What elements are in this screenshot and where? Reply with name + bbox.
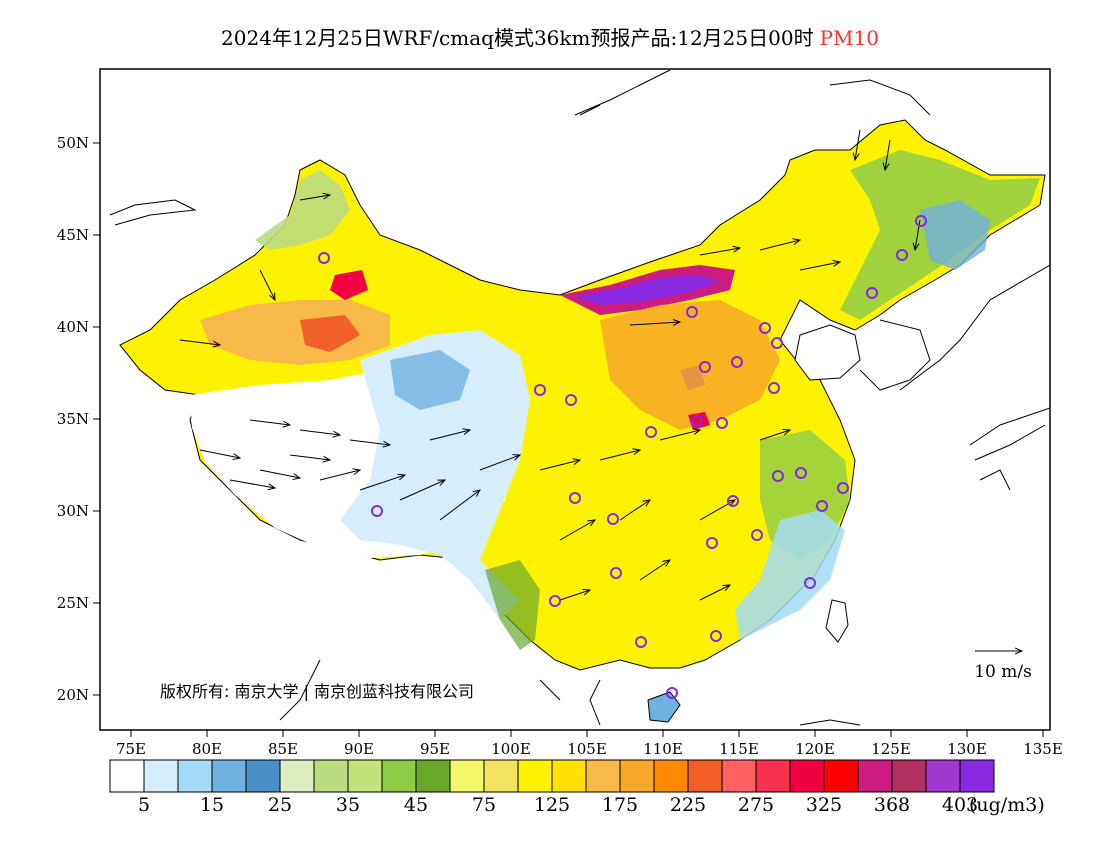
copyright-text: 版权所有: 南京大学 | 南京创蓝科技有限公司: [160, 682, 474, 701]
colorbar-swatch: [347, 759, 383, 793]
lon-tick-label: 125E: [871, 740, 911, 758]
lat-tick-label: 30N: [57, 502, 89, 520]
lon-tick-label: 75E: [116, 740, 146, 758]
tick-marks: [93, 142, 1044, 737]
colorbar-tick-label: 25: [268, 794, 292, 816]
colorbar-swatch: [279, 759, 315, 793]
lat-tick-label: 40N: [57, 318, 89, 336]
colorbar-swatch: [891, 759, 927, 793]
north-xinjiang-green: [255, 170, 350, 250]
wind-reference: 10 m/s: [974, 651, 1032, 682]
map-frame: [99, 68, 1051, 731]
lon-tick-label: 130E: [947, 740, 987, 758]
southwest-green: [485, 560, 540, 650]
colorbar-swatch: [415, 759, 451, 793]
lon-tick-label: 135E: [1023, 740, 1063, 758]
lat-tick-label: 25N: [57, 594, 89, 612]
lon-tick-label: 105E: [567, 740, 607, 758]
colorbar-swatch: [517, 759, 553, 793]
lat-tick-label: 35N: [57, 410, 89, 428]
colorbar: [109, 759, 995, 793]
colorbar-swatch: [381, 759, 417, 793]
colorbar-swatch: [721, 759, 757, 793]
lat-tick-label: 50N: [57, 134, 89, 152]
colorbar-swatch: [211, 759, 247, 793]
southeast-blue: [735, 510, 845, 640]
colorbar-tick-label: 225: [670, 794, 706, 816]
lat-tick-label: 45N: [57, 226, 89, 244]
lon-tick-label: 100E: [491, 740, 531, 758]
north-china-purple-core: [575, 275, 720, 305]
colorbar-unit: (ug/m3): [969, 794, 1045, 816]
latitude-labels: 50N 45N 40N 35N 30N 25N 20N: [57, 134, 89, 704]
plateau-light-blue: [340, 330, 530, 620]
colorbar-swatch: [653, 759, 689, 793]
colorbar-tick-label: 368: [874, 794, 910, 816]
colorbar-tick-label: 45: [404, 794, 428, 816]
colorbar-tick-label: 5: [138, 794, 150, 816]
colorbar-labels: 5 15 25 35 45 75 125 175 225 275 325 368 403: [138, 794, 978, 816]
colorbar-tick-label: 125: [534, 794, 570, 816]
colorbar-swatch: [687, 759, 723, 793]
colorbar-swatch: [585, 759, 621, 793]
lon-tick-label: 85E: [268, 740, 298, 758]
colorbar-swatch: [857, 759, 893, 793]
colorbar-swatch: [177, 759, 213, 793]
colorbar-swatch: [959, 759, 995, 793]
colorbar-swatch: [551, 759, 587, 793]
northeast-blue: [920, 200, 990, 270]
bohai-bay: [794, 324, 861, 381]
taiwan-island: [825, 599, 849, 643]
colorbar-tick-label: 275: [738, 794, 774, 816]
lat-tick-label: 20N: [57, 686, 89, 704]
colorbar-tick-label: 175: [602, 794, 638, 816]
colorbar-tick-label: 403: [942, 794, 978, 816]
colorbar-tick-label: 325: [806, 794, 842, 816]
city-markers: [318, 215, 927, 699]
colorbar-swatch: [619, 759, 655, 793]
colorbar-tick-label: 35: [336, 794, 360, 816]
junggar-hotspot: [330, 270, 368, 300]
lon-tick-label: 90E: [344, 740, 374, 758]
wind-vectors: [179, 129, 921, 601]
colorbar-swatch: [245, 759, 281, 793]
lon-tick-label: 115E: [719, 740, 759, 758]
colorbar-swatch: [755, 759, 791, 793]
neighbor-coastlines: [109, 69, 1050, 726]
colorbar-swatch: [143, 759, 179, 793]
colorbar-swatch: [109, 759, 145, 793]
pollutant-label: PM10: [819, 26, 879, 50]
title-text: 2024年12月25日WRF/cmaq模式36km预报产品:12月25日00时: [221, 26, 814, 50]
colorbar-swatch: [925, 759, 961, 793]
colorbar-swatch: [313, 759, 349, 793]
colorbar-tick-label: 15: [200, 794, 224, 816]
map-content: [109, 69, 1050, 726]
lon-tick-label: 80E: [192, 740, 222, 758]
tarim-hotspot: [300, 315, 360, 352]
colorbar-swatch: [449, 759, 485, 793]
north-china-orange: [600, 300, 780, 430]
lon-tick-label: 120E: [795, 740, 835, 758]
longitude-labels: 75E 80E 85E 90E 95E 100E 105E 110E 115E …: [116, 740, 1063, 758]
lon-tick-label: 95E: [420, 740, 450, 758]
lon-tick-label: 110E: [643, 740, 683, 758]
map-title: 2024年12月25日WRF/cmaq模式36km预报产品:12月25日00时 P…: [0, 22, 1100, 51]
colorbar-swatch: [823, 759, 859, 793]
colorbar-tick-label: 75: [472, 794, 496, 816]
colorbar-swatch: [483, 759, 519, 793]
colorbar-swatch: [789, 759, 825, 793]
wind-reference-label: 10 m/s: [974, 662, 1032, 682]
blue-patch-central: [390, 350, 470, 410]
